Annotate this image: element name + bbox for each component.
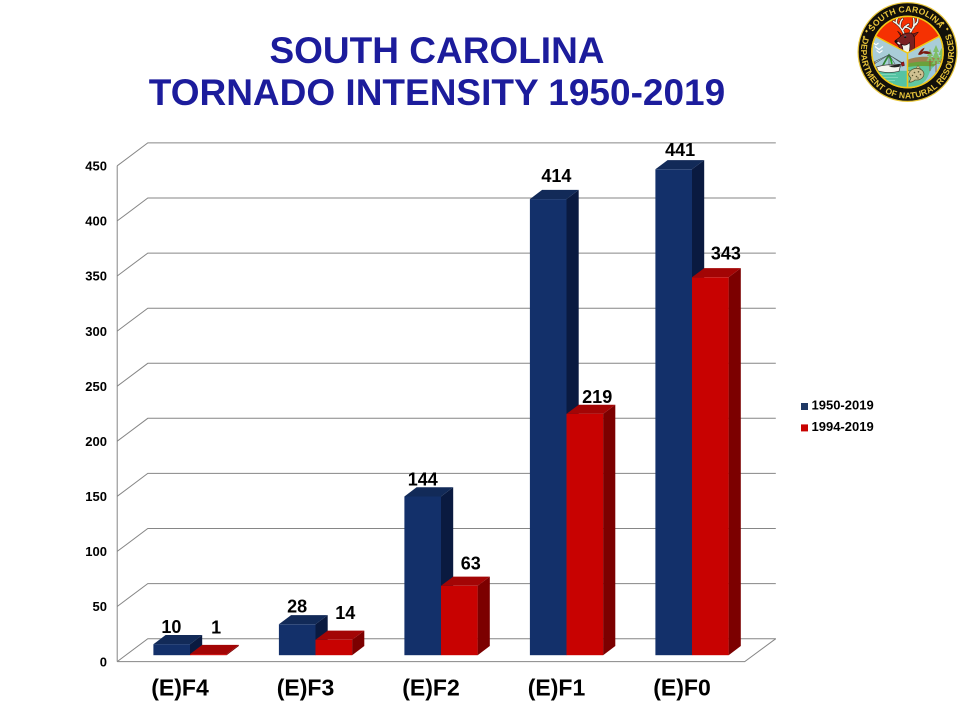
svg-text:10: 10 [161,617,181,637]
svg-text:400: 400 [85,214,107,229]
svg-text:1994-2019: 1994-2019 [812,419,874,434]
svg-text:343: 343 [711,243,741,263]
svg-text:(E)F0: (E)F0 [653,675,711,701]
svg-text:219: 219 [582,387,612,407]
svg-text:63: 63 [461,553,481,573]
svg-text:300: 300 [85,324,107,339]
svg-text:50: 50 [93,599,107,614]
svg-text:14: 14 [335,603,355,623]
svg-text:28: 28 [287,597,307,617]
svg-text:200: 200 [85,434,107,449]
svg-text:150: 150 [85,489,107,504]
svg-text:1: 1 [211,618,221,638]
svg-text:(E)F4: (E)F4 [151,675,209,701]
svg-text:414: 414 [541,166,571,186]
svg-text:250: 250 [85,379,107,394]
svg-text:(E)F2: (E)F2 [402,675,460,701]
svg-text:(E)F1: (E)F1 [528,675,586,701]
svg-text:1950-2019: 1950-2019 [812,398,874,413]
svg-text:350: 350 [85,269,107,284]
svg-text:(E)F3: (E)F3 [277,675,335,701]
svg-text:0: 0 [100,654,107,669]
svg-text:441: 441 [665,140,695,160]
svg-text:450: 450 [85,159,107,174]
svg-text:100: 100 [85,544,107,559]
svg-text:144: 144 [408,470,438,490]
